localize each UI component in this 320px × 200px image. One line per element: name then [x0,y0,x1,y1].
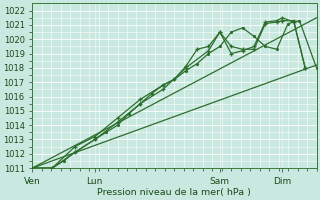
X-axis label: Pression niveau de la mer( hPa ): Pression niveau de la mer( hPa ) [98,188,251,197]
